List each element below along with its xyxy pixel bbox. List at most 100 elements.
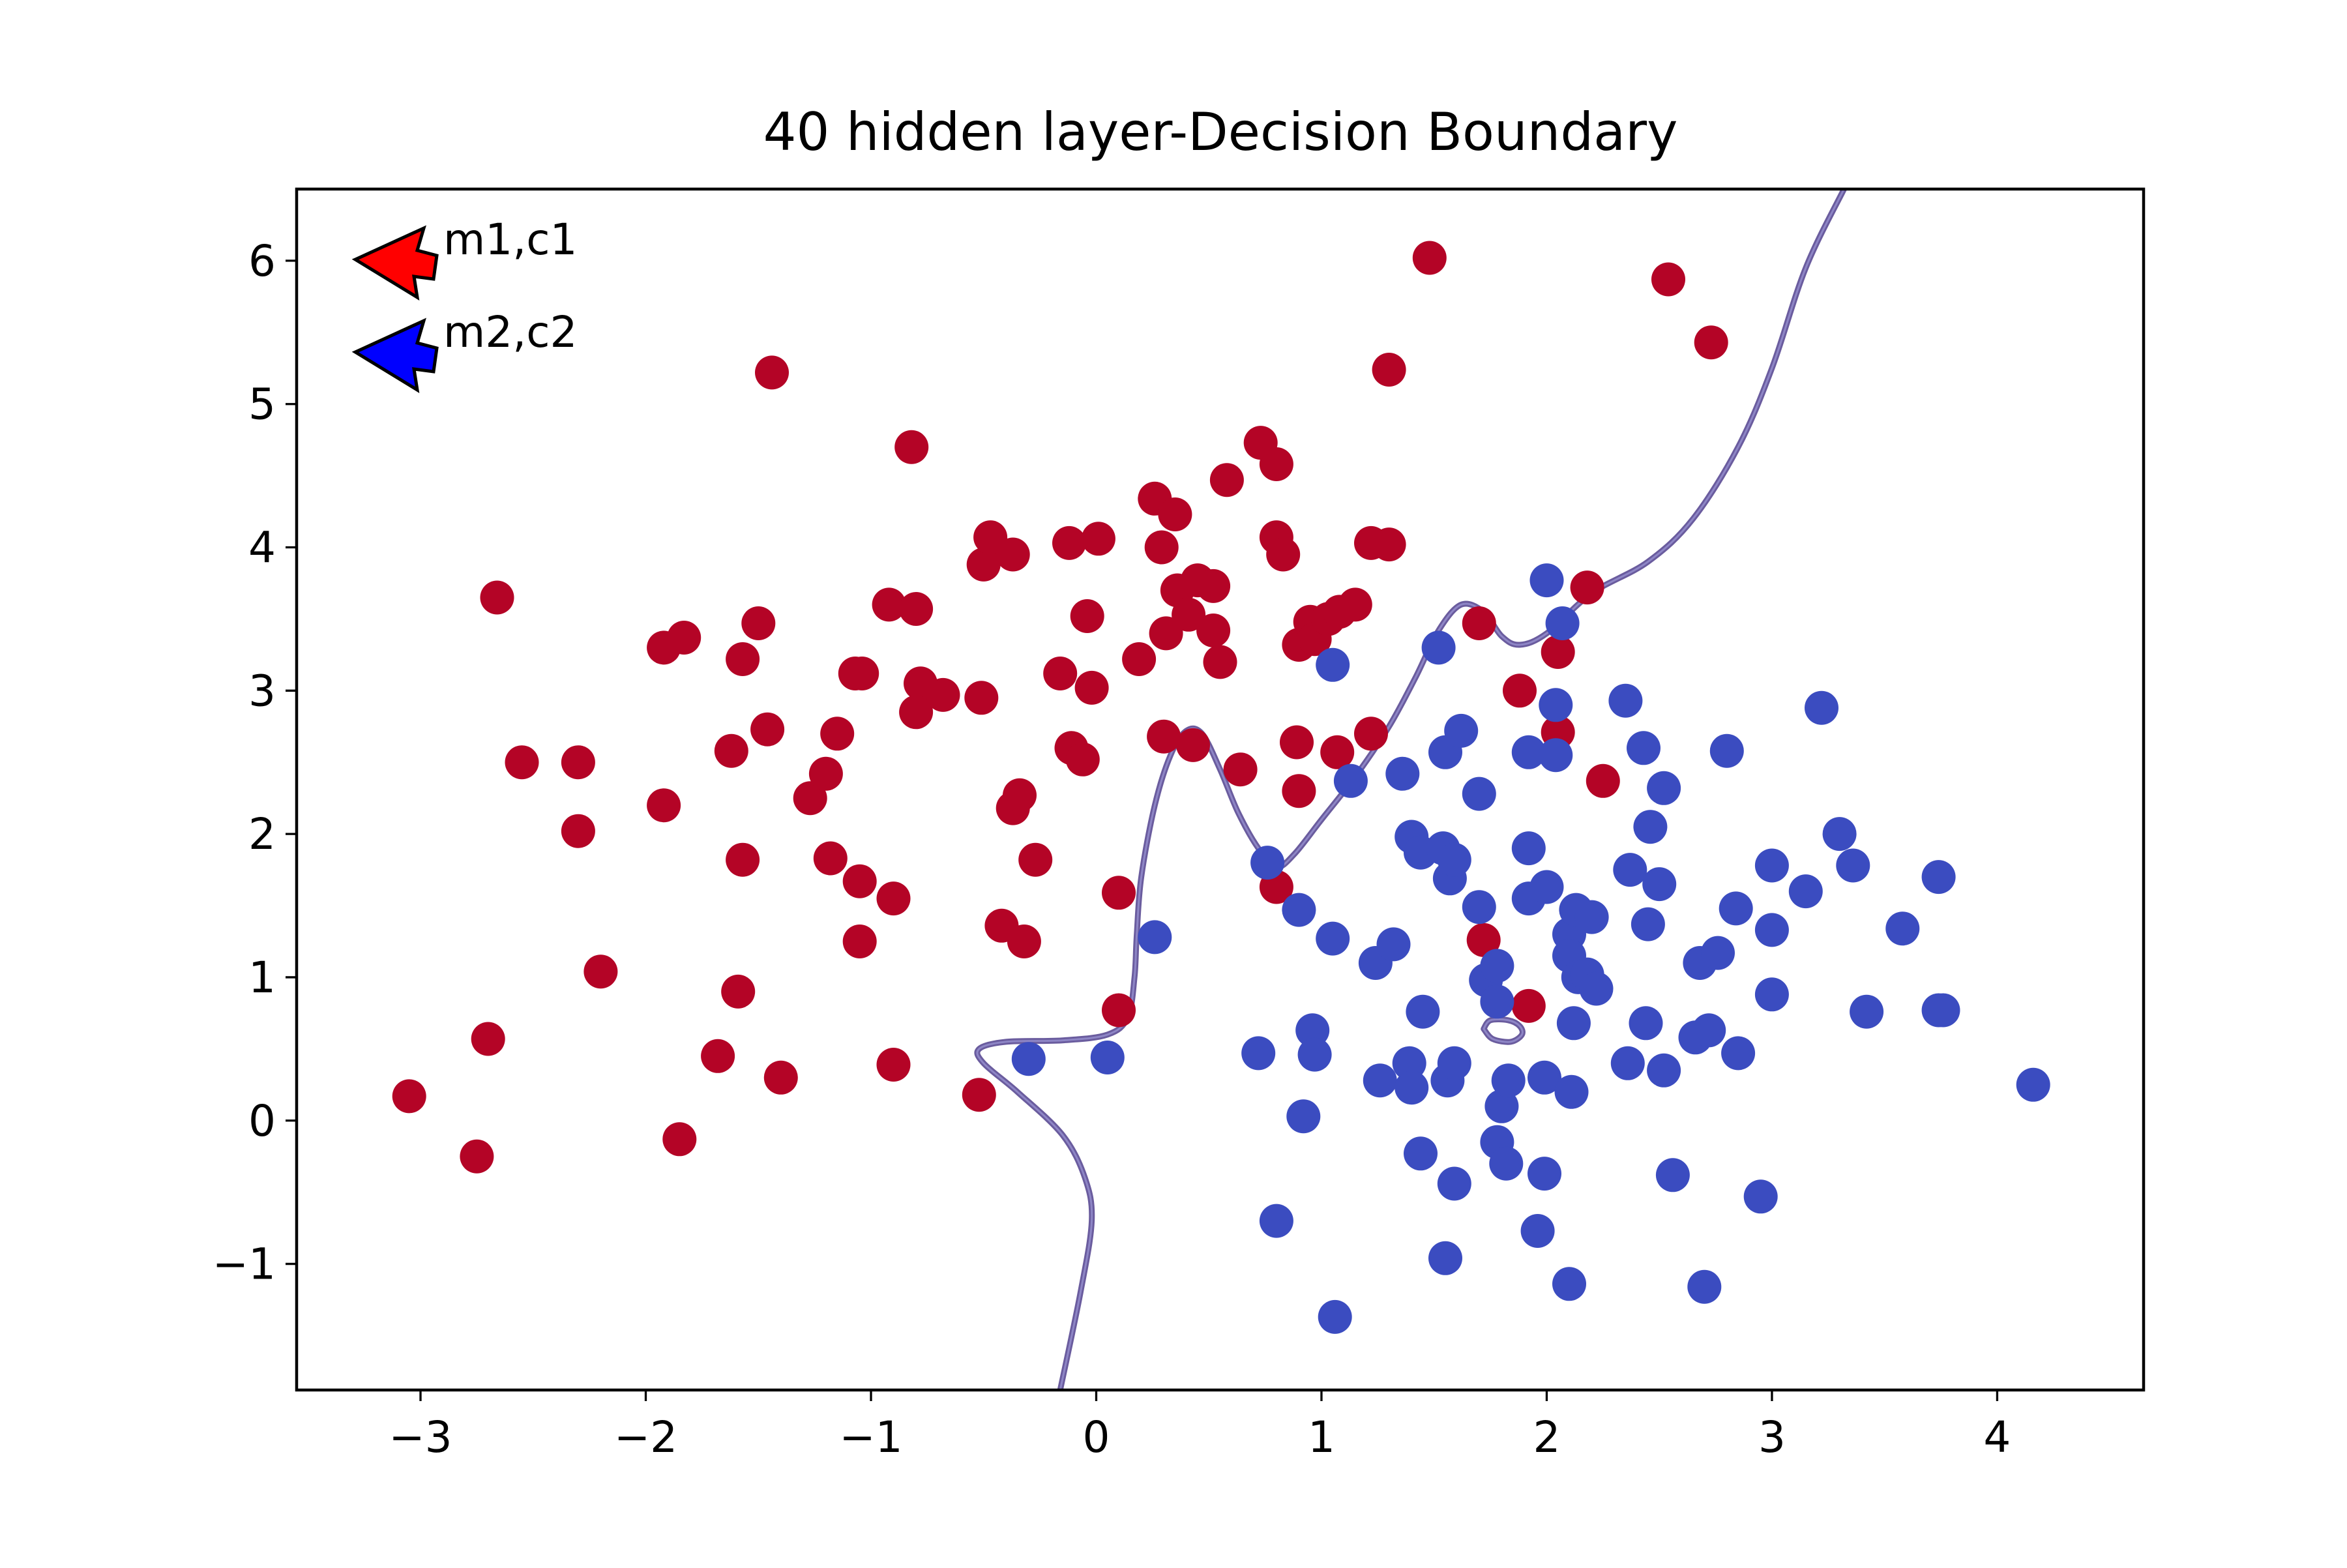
data-point-class-0 [726, 842, 760, 877]
data-point-class-0 [1259, 447, 1293, 481]
data-point-class-0 [662, 1122, 697, 1157]
data-point-class-0 [1007, 925, 1041, 958]
data-point-class-1 [1480, 984, 1514, 1019]
data-point-class-1 [1241, 1036, 1276, 1071]
y-tick-label: −1 [213, 1239, 276, 1290]
data-point-class-0 [808, 756, 843, 791]
legend-label: m1,c1 [443, 214, 578, 265]
data-point-class-1 [1286, 1099, 1321, 1134]
data-point-class-1 [1511, 735, 1546, 769]
data-point-class-0 [1102, 876, 1136, 910]
data-point-class-1 [1608, 683, 1643, 718]
data-point-class-0 [741, 606, 776, 640]
data-point-class-0 [899, 695, 934, 730]
data-point-class-0 [1354, 717, 1388, 751]
data-point-class-0 [1070, 599, 1104, 633]
data-point-class-0 [1065, 742, 1100, 777]
legend-item: m2,c2 [351, 307, 578, 393]
data-point-class-0 [647, 788, 681, 823]
data-point-class-0 [1541, 635, 1575, 669]
data-point-class-1 [1437, 842, 1471, 877]
data-point-class-1 [1316, 921, 1350, 956]
data-point-class-1 [1613, 853, 1647, 887]
data-point-class-1 [1395, 1071, 1429, 1105]
data-point-class-0 [1280, 725, 1314, 760]
y-tick-label: 2 [248, 809, 276, 859]
data-point-class-1 [1627, 731, 1661, 765]
data-point-class-1 [1090, 1041, 1125, 1074]
data-point-class-1 [1647, 1053, 1681, 1087]
data-point-class-1 [1926, 993, 1960, 1028]
data-point-class-1 [1836, 848, 1870, 883]
data-point-class-0 [1203, 645, 1237, 679]
data-point-class-0 [1503, 673, 1537, 708]
data-point-class-0 [480, 580, 514, 615]
data-point-class-1 [1404, 1136, 1438, 1171]
data-point-class-0 [1147, 719, 1181, 754]
data-point-class-0 [1372, 353, 1406, 387]
data-point-class-0 [1462, 606, 1496, 640]
data-point-class-1 [1692, 1013, 1726, 1048]
data-point-class-0 [1081, 522, 1115, 556]
data-point-class-1 [1363, 1063, 1397, 1098]
data-point-class-1 [1579, 971, 1614, 1006]
data-point-class-1 [1406, 994, 1440, 1029]
data-point-class-0 [1052, 525, 1086, 560]
plot-frame [295, 187, 2146, 1392]
data-point-class-1 [1484, 1089, 1519, 1123]
data-point-class-0 [1209, 463, 1244, 497]
data-point-class-1 [1511, 831, 1546, 866]
data-point-class-1 [2016, 1067, 2050, 1102]
data-point-class-1 [1295, 1013, 1330, 1048]
data-point-class-0 [1320, 735, 1355, 769]
data-point-class-0 [894, 430, 929, 464]
data-point-class-0 [1338, 587, 1372, 622]
data-point-class-0 [392, 1079, 426, 1114]
decision-boundary [974, 189, 1847, 1390]
data-point-class-0 [964, 681, 999, 715]
data-point-class-1 [1437, 1046, 1471, 1080]
data-point-class-0 [1149, 616, 1183, 651]
data-point-class-0 [1266, 537, 1301, 572]
legend-arrow-icon [351, 225, 439, 301]
data-point-class-0 [1122, 642, 1157, 676]
data-point-class-1 [1385, 756, 1420, 791]
data-point-class-1 [1529, 870, 1564, 904]
y-tick-label: 0 [248, 1096, 276, 1146]
data-point-class-0 [1511, 988, 1546, 1023]
data-point-class-0 [1003, 778, 1037, 812]
data-point-class-1 [1491, 1063, 1526, 1098]
data-point-class-0 [1651, 262, 1685, 297]
data-point-class-0 [1223, 752, 1258, 787]
data-point-class-0 [726, 642, 760, 676]
y-tick-label: 6 [248, 236, 276, 286]
data-point-class-1 [1719, 891, 1753, 926]
data-point-class-0 [876, 881, 911, 916]
data-point-class-1 [1754, 977, 1789, 1012]
data-point-class-0 [755, 355, 789, 390]
data-point-class-0 [899, 592, 934, 626]
data-point-class-0 [842, 925, 877, 958]
legend-arrow-icon [351, 318, 439, 393]
y-tick-label: 4 [248, 523, 276, 573]
data-point-class-0 [1158, 497, 1192, 531]
data-point-class-1 [1333, 763, 1368, 798]
data-point-class-1 [1545, 606, 1580, 640]
data-point-class-1 [1297, 1037, 1332, 1072]
chart-title: 40 hidden layer-Decision Boundary [763, 102, 1678, 162]
data-point-class-1 [1629, 1006, 1663, 1041]
data-point-class-1 [1647, 771, 1681, 805]
x-tick-label: 4 [1983, 1412, 2011, 1462]
data-point-class-1 [1921, 860, 1956, 895]
data-point-class-1 [1437, 1166, 1471, 1201]
data-point-class-0 [1043, 657, 1078, 690]
data-point-class-1 [1754, 913, 1789, 947]
data-point-class-1 [1480, 949, 1514, 983]
data-point-class-1 [1520, 1214, 1555, 1248]
data-point-class-0 [714, 733, 748, 768]
data-point-class-1 [1610, 1046, 1645, 1080]
data-point-class-1 [1552, 1267, 1586, 1301]
data-point-class-0 [876, 1048, 911, 1082]
data-point-class-1 [1421, 630, 1456, 665]
